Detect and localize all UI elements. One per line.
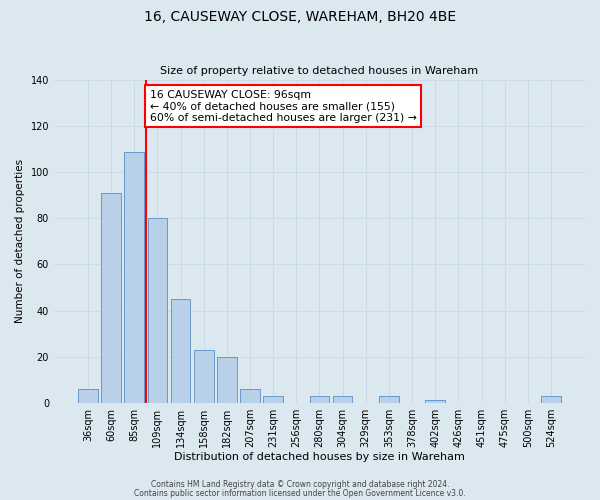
Bar	[379, 396, 399, 402]
Bar	[124, 152, 144, 402]
Text: 16, CAUSEWAY CLOSE, WAREHAM, BH20 4BE: 16, CAUSEWAY CLOSE, WAREHAM, BH20 4BE	[144, 10, 456, 24]
Bar	[310, 396, 329, 402]
Bar	[333, 396, 352, 402]
X-axis label: Distribution of detached houses by size in Wareham: Distribution of detached houses by size …	[174, 452, 465, 462]
Bar	[217, 356, 236, 403]
Bar	[101, 193, 121, 402]
Text: 16 CAUSEWAY CLOSE: 96sqm
← 40% of detached houses are smaller (155)
60% of semi-: 16 CAUSEWAY CLOSE: 96sqm ← 40% of detach…	[149, 90, 416, 123]
Text: Contains HM Land Registry data © Crown copyright and database right 2024.: Contains HM Land Registry data © Crown c…	[151, 480, 449, 489]
Bar	[240, 389, 260, 402]
Bar	[148, 218, 167, 402]
Text: Contains public sector information licensed under the Open Government Licence v3: Contains public sector information licen…	[134, 488, 466, 498]
Title: Size of property relative to detached houses in Wareham: Size of property relative to detached ho…	[160, 66, 479, 76]
Y-axis label: Number of detached properties: Number of detached properties	[15, 160, 25, 324]
Bar	[194, 350, 214, 403]
Bar	[78, 389, 98, 402]
Bar	[170, 299, 190, 403]
Bar	[425, 400, 445, 402]
Bar	[263, 396, 283, 402]
Bar	[541, 396, 561, 402]
